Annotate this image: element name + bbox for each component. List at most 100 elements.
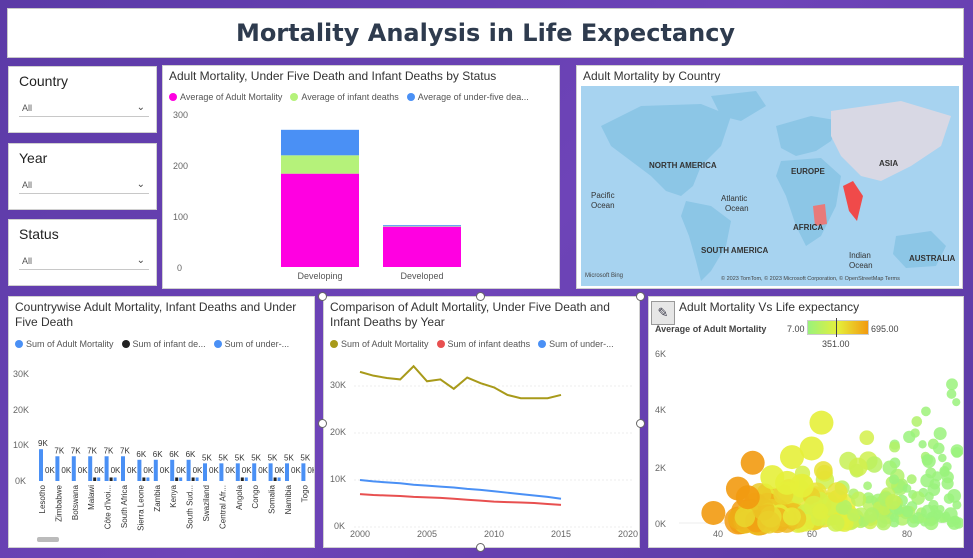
status-dropdown[interactable]: All ⌄: [19, 250, 149, 270]
scatter-point: [939, 467, 950, 478]
y-tick-label: 0: [177, 263, 182, 273]
countrywise-bar-chart: 30K 20K 10K 0K 9K 0K Lesotho 7K 0K Zimbabwe 7K…: [13, 369, 314, 542]
label-pacific: Pacific: [591, 191, 615, 200]
legend-label: Sum of under-...: [549, 339, 614, 349]
y-tick-label: 30K: [13, 369, 29, 379]
map-attribution[interactable]: © 2023 TomTom, © 2023 Microsoft Corporat…: [721, 275, 900, 282]
legend-item[interactable]: Average of Adult Mortality: [169, 92, 282, 102]
series-line: [359, 493, 562, 506]
color-gradient-bar: [807, 320, 869, 335]
bar-segment: [383, 225, 461, 227]
countrywise-chart-card[interactable]: Countrywise Adult Mortality, Infant Deat…: [8, 296, 315, 548]
dropdown-value: All: [22, 103, 33, 113]
slicer-country[interactable]: Country All ⌄: [8, 66, 157, 133]
y-tick-label: 0K: [15, 476, 26, 486]
data-label: 5K: [251, 453, 261, 462]
resize-handle[interactable]: [476, 543, 485, 552]
scatter-point: [947, 489, 962, 503]
data-label: 7K: [54, 446, 64, 455]
legend-item[interactable]: Sum of Adult Mortality: [330, 339, 429, 349]
x-tick-label: Somalia: [268, 484, 277, 513]
scatter-point: [799, 436, 824, 461]
data-label: 7K: [120, 446, 130, 455]
chart-title: Adult Mortality Vs Life expectancy: [679, 300, 860, 314]
format-brush-icon[interactable]: ✎: [651, 301, 675, 325]
yearly-chart-card[interactable]: Comparison of Adult Mortality, Under Fiv…: [323, 296, 640, 548]
bar: [39, 449, 43, 481]
y-tick-label: 0K: [334, 521, 345, 531]
world-map[interactable]: NORTH AMERICA EUROPE ASIA Pacific Ocean …: [581, 86, 959, 286]
x-tick-label: Malawi: [87, 485, 96, 510]
bar-segment: [281, 129, 359, 156]
bar: [195, 477, 199, 481]
legend-label: Sum of Adult Mortality: [341, 339, 429, 349]
status-chart-card[interactable]: Adult Mortality, Under Five Death and In…: [162, 65, 560, 289]
data-label: 0K: [176, 466, 186, 475]
map-card[interactable]: Adult Mortality by Country NORTH AMERICA…: [576, 65, 963, 289]
y-tick-label: 10K: [13, 440, 29, 450]
bar: [97, 477, 101, 481]
slicer-year[interactable]: Year All ⌄: [8, 143, 157, 210]
label-africa: AFRICA: [793, 223, 823, 232]
y-tick-label: 20K: [13, 405, 29, 415]
scatter-point: [938, 453, 947, 463]
y-tick-label: 300: [173, 110, 188, 120]
year-dropdown[interactable]: All ⌄: [19, 174, 149, 194]
legend-item[interactable]: Sum of infant deaths: [436, 339, 530, 349]
label-atlantic-ocean: Ocean: [725, 204, 749, 213]
bar-segment: [281, 173, 359, 267]
scatter-chart-card[interactable]: Adult Mortality Vs Life expectancy ✎ Ave…: [648, 296, 964, 548]
horizontal-scrollbar[interactable]: [37, 537, 59, 542]
resize-handle[interactable]: [476, 292, 485, 301]
scatter-point: [701, 500, 726, 525]
legend-item[interactable]: Average of infant deaths: [290, 92, 399, 102]
chevron-down-icon[interactable]: ⌄: [136, 255, 145, 266]
resize-handle[interactable]: [318, 419, 327, 428]
legend-item[interactable]: Sum of infant de...: [121, 339, 206, 349]
x-tick-label: 60: [807, 529, 817, 539]
legend-swatch: [15, 340, 23, 348]
scatter-point: [921, 504, 935, 519]
label-south-america: SOUTH AMERICA: [701, 246, 768, 255]
scatter-point: [809, 410, 834, 435]
legend-item[interactable]: Average of under-five dea...: [406, 92, 529, 102]
x-tick-label: Togo: [300, 484, 309, 502]
legend-item[interactable]: Sum of under-...: [538, 339, 614, 349]
country-dropdown[interactable]: All ⌄: [19, 97, 149, 117]
data-label: 5K: [300, 453, 310, 462]
legend-swatch: [213, 340, 222, 348]
scatter-point: [850, 491, 867, 507]
data-label: 7K: [87, 446, 97, 455]
data-label: 0K: [111, 466, 121, 475]
legend-swatch: [121, 340, 130, 348]
slicer-status[interactable]: Status All ⌄: [8, 219, 157, 286]
scatter-point: [911, 491, 925, 505]
scatter-point: [932, 442, 945, 455]
x-tick-label: 80: [902, 529, 912, 539]
scatter-point: [876, 515, 892, 531]
data-label: 6K: [186, 450, 196, 459]
resize-handle[interactable]: [318, 292, 327, 301]
chevron-down-icon[interactable]: ⌄: [136, 102, 145, 113]
legend-item[interactable]: Sum of under-...: [213, 339, 289, 349]
y-tick-label: 4K: [655, 405, 666, 415]
legend-label: Sum of Adult Mortality: [26, 339, 114, 349]
europe-land: [776, 116, 841, 156]
scatter-point: [866, 456, 883, 473]
x-tick-label: Côte d'Ivoi...: [104, 485, 113, 529]
southern-africa-region: [813, 204, 827, 226]
data-label: 9K: [38, 439, 48, 448]
x-tick-label: Zambia: [153, 484, 162, 511]
label-australia: AUSTRALIA: [909, 254, 955, 263]
resize-handle[interactable]: [636, 419, 645, 428]
south-america-land: [681, 201, 731, 281]
bar: [268, 463, 273, 481]
bar: [301, 463, 306, 481]
bar-segment: [281, 155, 359, 174]
x-tick-label: 2000: [350, 529, 370, 539]
legend-item[interactable]: Sum of Adult Mortality: [15, 339, 114, 349]
resize-handle[interactable]: [636, 292, 645, 301]
x-tick-label: Congo: [251, 484, 260, 508]
scatter-point: [735, 485, 760, 510]
chevron-down-icon[interactable]: ⌄: [136, 179, 145, 190]
